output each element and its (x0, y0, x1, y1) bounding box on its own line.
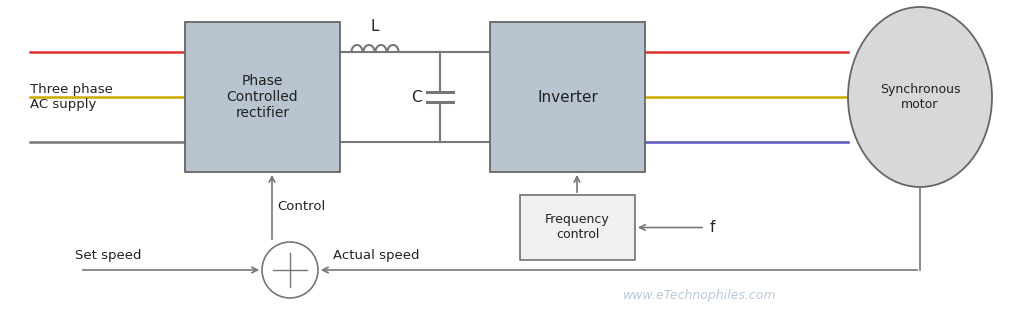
Bar (490, 22, 645, 172)
Text: Phase
Controlled
rectifier: Phase Controlled rectifier (226, 74, 298, 120)
Text: f: f (710, 220, 716, 235)
Text: Inverter: Inverter (537, 90, 598, 105)
Text: Control: Control (278, 201, 326, 213)
Text: C: C (412, 90, 422, 105)
Text: Actual speed: Actual speed (333, 249, 420, 262)
Ellipse shape (848, 7, 992, 187)
Text: www.eTechnophiles.com: www.eTechnophiles.com (624, 289, 777, 301)
Text: Frequency
control: Frequency control (545, 213, 610, 241)
Text: Three phase
AC supply: Three phase AC supply (30, 83, 113, 111)
Text: L: L (371, 19, 379, 34)
Bar (185, 22, 340, 172)
Circle shape (262, 242, 318, 298)
Text: Synchronous
motor: Synchronous motor (880, 83, 961, 111)
Text: Set speed: Set speed (75, 249, 141, 262)
Bar (520, 195, 635, 260)
